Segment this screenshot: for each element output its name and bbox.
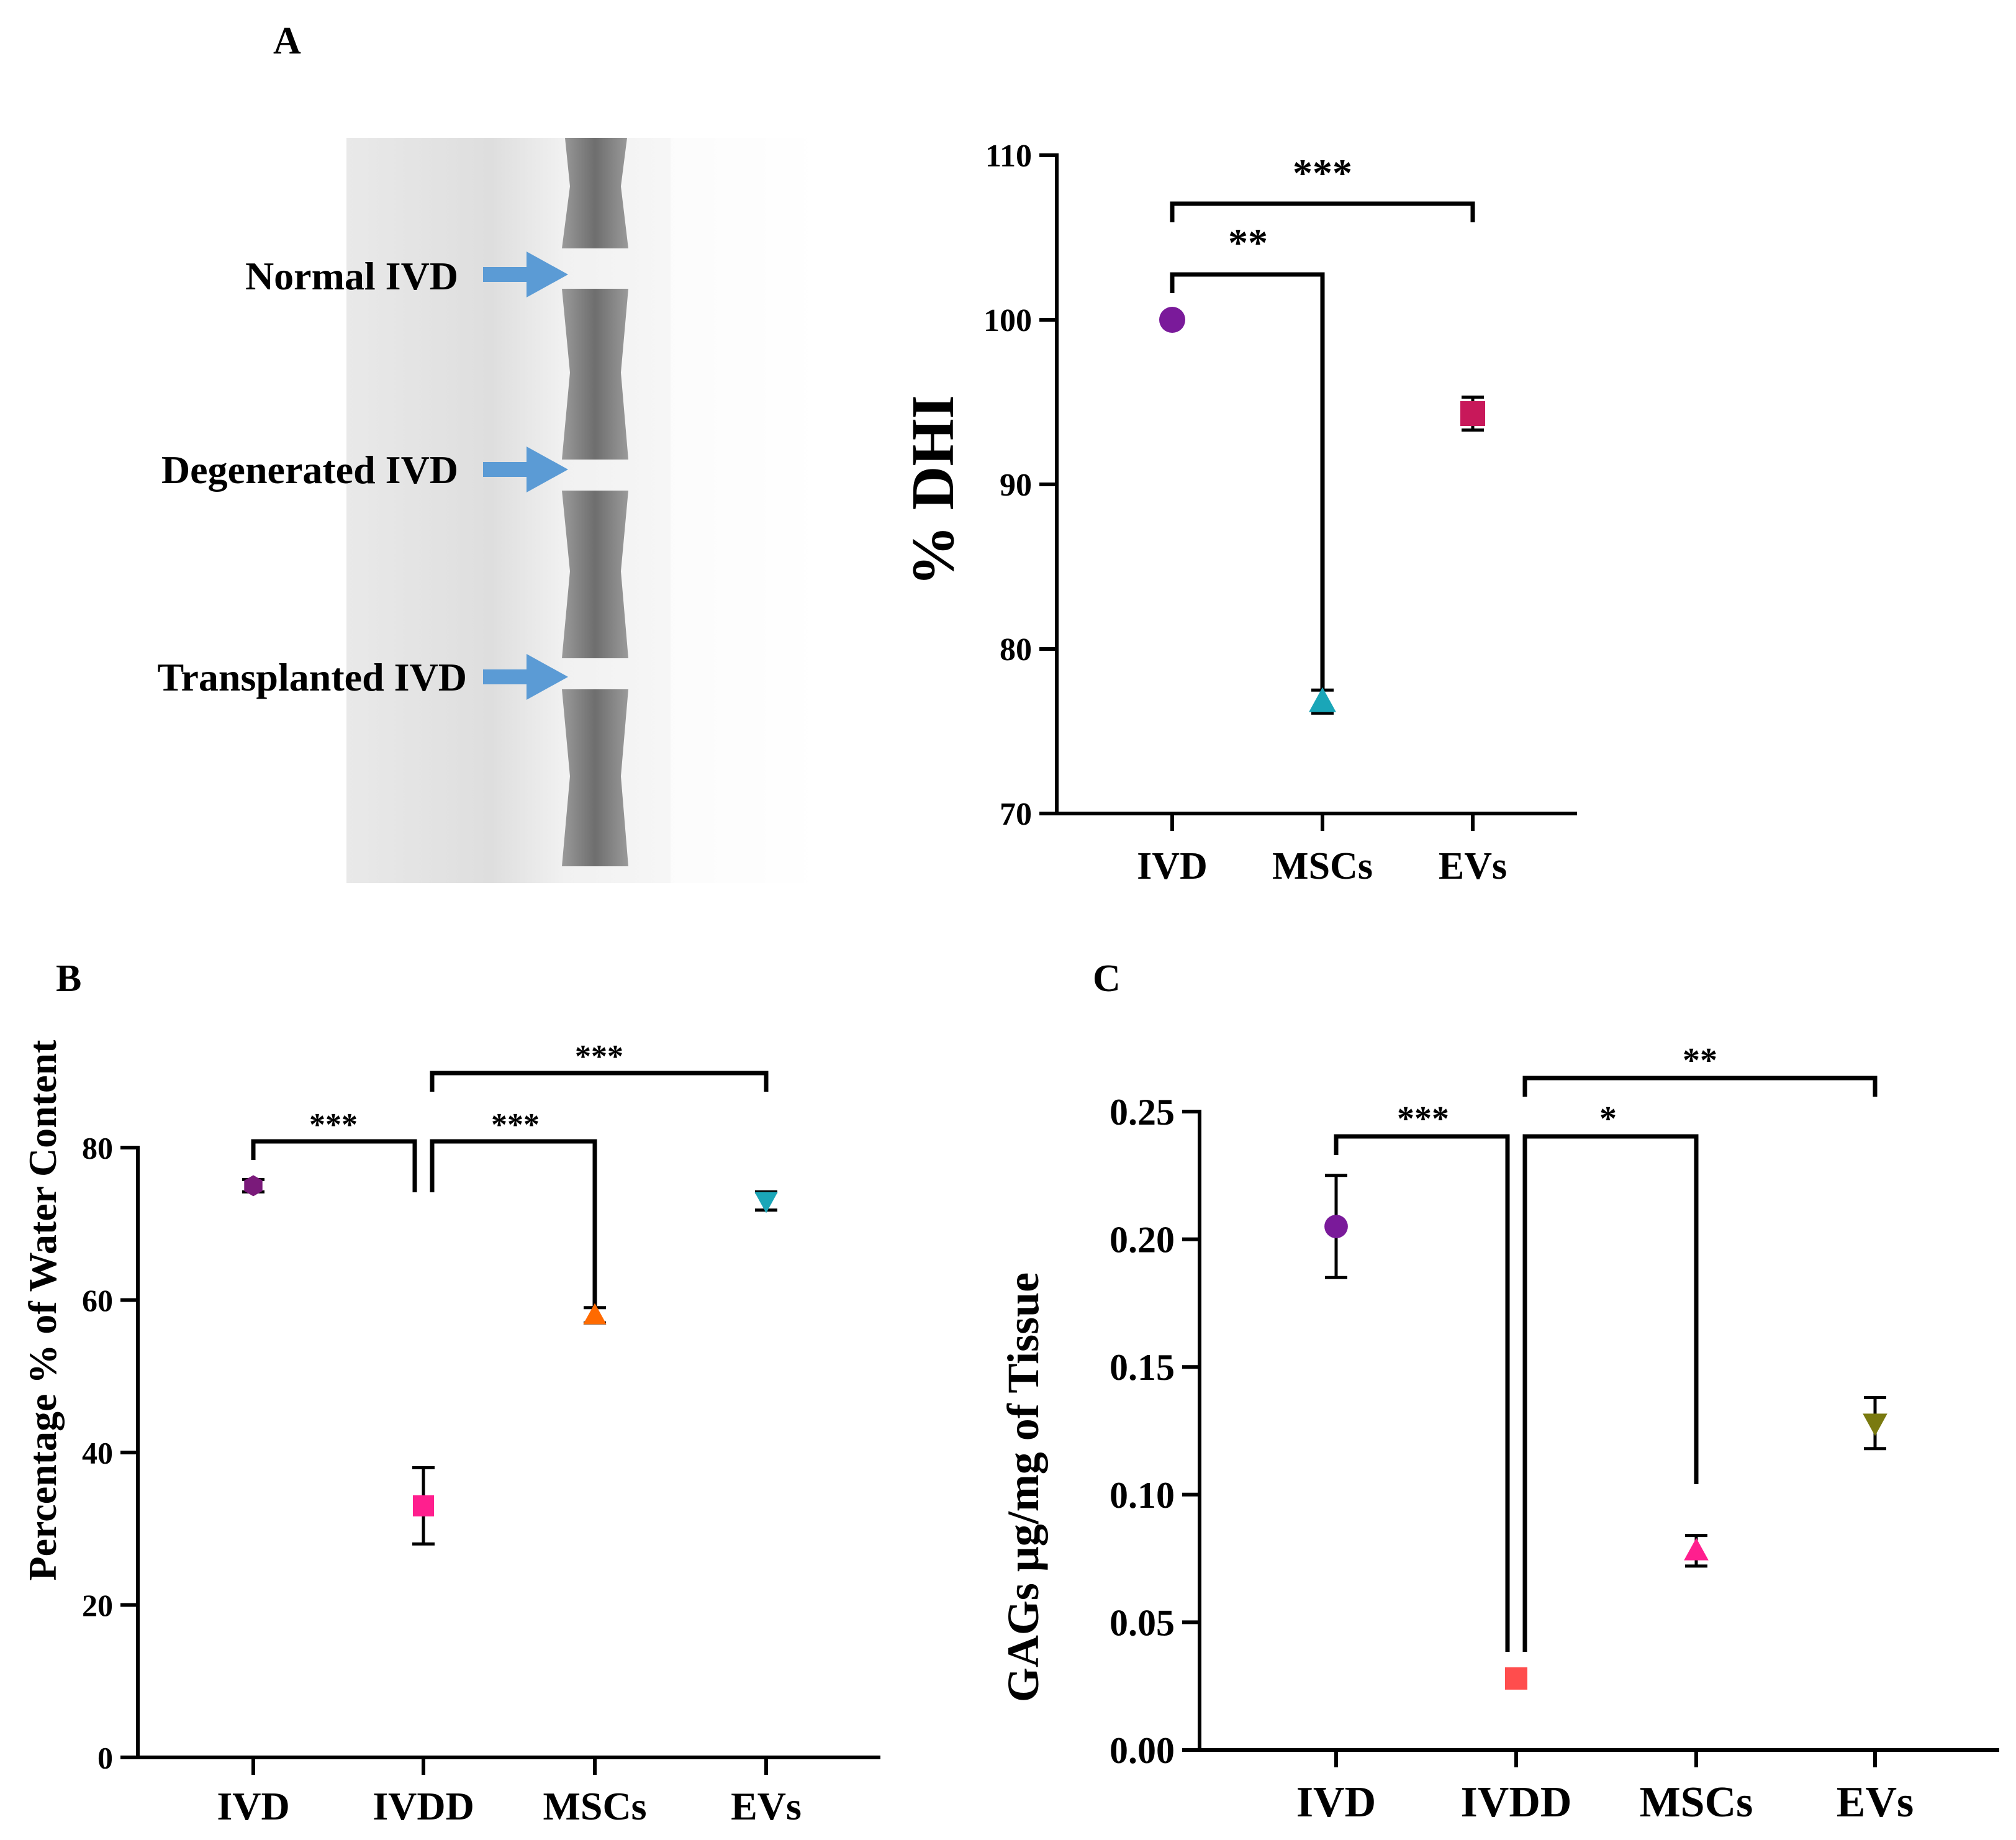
y-tick-label: 70 — [1000, 797, 1032, 832]
y-tick-label: 110 — [985, 138, 1032, 174]
xray-label-normal: Normal IVD — [245, 254, 458, 298]
significance-label: *** — [1293, 151, 1352, 195]
significance-bracket — [1170, 272, 1325, 689]
y-tick-label: 0 — [97, 1741, 113, 1775]
x-tick-label: IVD — [1296, 1779, 1376, 1826]
chart-b: Percentage % of Water Content 0 20 40 60 80 I… — [20, 1039, 880, 1828]
x-tick-label: IVD — [1137, 845, 1208, 887]
significance-bracket — [1170, 201, 1475, 222]
panel-label-b: B — [56, 958, 81, 1000]
chart-c: GAGs μg/mg of Tissue 0.00 0.05 0.10 0.15 0.2… — [998, 1041, 1999, 1826]
y-tick-label: 0.05 — [1110, 1602, 1175, 1643]
x-tick-label: MSCs — [1272, 845, 1373, 887]
significance-bracket — [251, 1139, 417, 1192]
significance-label: *** — [491, 1107, 540, 1143]
xray-vertebra — [562, 289, 628, 460]
significance-label: ** — [1683, 1041, 1717, 1080]
y-tick-label: 0.10 — [1110, 1475, 1175, 1516]
significance-bracket — [1522, 1076, 1878, 1097]
significance-label: * — [1599, 1100, 1617, 1138]
y-axis-title: % DHI — [900, 395, 967, 586]
significance-label: *** — [575, 1039, 623, 1074]
significance-bracket — [430, 1071, 769, 1092]
data-point — [1863, 1413, 1887, 1436]
y-tick-label: 90 — [1000, 468, 1032, 503]
xray-vertebra — [562, 689, 628, 866]
panel-label-c: C — [1093, 958, 1121, 1000]
data-point — [1684, 1538, 1709, 1561]
y-tick-label: 0.25 — [1110, 1092, 1175, 1133]
significance-bracket — [1522, 1134, 1699, 1652]
arrow-icon — [483, 252, 568, 297]
x-tick-label: EVs — [1837, 1779, 1914, 1826]
x-tick-label: MSCs — [543, 1784, 646, 1828]
data-point — [244, 1175, 263, 1197]
y-tick-label: 20 — [82, 1588, 113, 1623]
significance-label: *** — [1397, 1100, 1449, 1138]
xray-label-transplanted: Transplanted IVD — [158, 655, 467, 699]
y-tick-label: 60 — [82, 1283, 113, 1318]
xray-vertebra — [562, 491, 628, 658]
data-point — [1309, 687, 1336, 712]
y-tick-label: 0.20 — [1110, 1220, 1175, 1261]
significance-label: *** — [309, 1107, 358, 1143]
xray-vertebra — [562, 138, 628, 248]
x-tick-label: IVDD — [1461, 1779, 1572, 1826]
arrow-icon — [483, 446, 568, 492]
data-point — [1324, 1215, 1348, 1238]
y-tick-label: 100 — [983, 303, 1032, 338]
x-tick-label: EVs — [1439, 845, 1507, 887]
y-tick-label: 40 — [82, 1436, 113, 1471]
xray-image — [346, 138, 831, 883]
x-tick-label: MSCs — [1640, 1779, 1753, 1826]
x-tick-label: EVs — [731, 1784, 802, 1828]
y-tick-label: 80 — [1000, 632, 1032, 668]
significance-label: ** — [1228, 220, 1268, 265]
y-tick-label: 0.00 — [1110, 1730, 1175, 1771]
x-tick-label: IVDD — [373, 1784, 474, 1828]
x-tick-label: IVD — [217, 1784, 289, 1828]
data-point — [754, 1192, 778, 1213]
significance-bracket — [1334, 1134, 1510, 1652]
xray-label-degenerated: Degenerated IVD — [161, 448, 458, 492]
data-point — [1505, 1667, 1527, 1690]
y-axis-title: GAGs μg/mg of Tissue — [998, 1272, 1048, 1702]
significance-bracket — [430, 1139, 597, 1310]
y-tick-label: 80 — [82, 1131, 113, 1166]
data-point — [1460, 401, 1485, 427]
data-point — [1159, 307, 1185, 333]
arrow-icon — [483, 654, 568, 700]
data-point — [413, 1495, 434, 1516]
data-point — [583, 1303, 607, 1325]
y-axis-title: Percentage % of Water Content — [20, 1040, 65, 1581]
panel-label-a: A — [273, 20, 301, 62]
y-tick-label: 0.15 — [1110, 1347, 1175, 1388]
